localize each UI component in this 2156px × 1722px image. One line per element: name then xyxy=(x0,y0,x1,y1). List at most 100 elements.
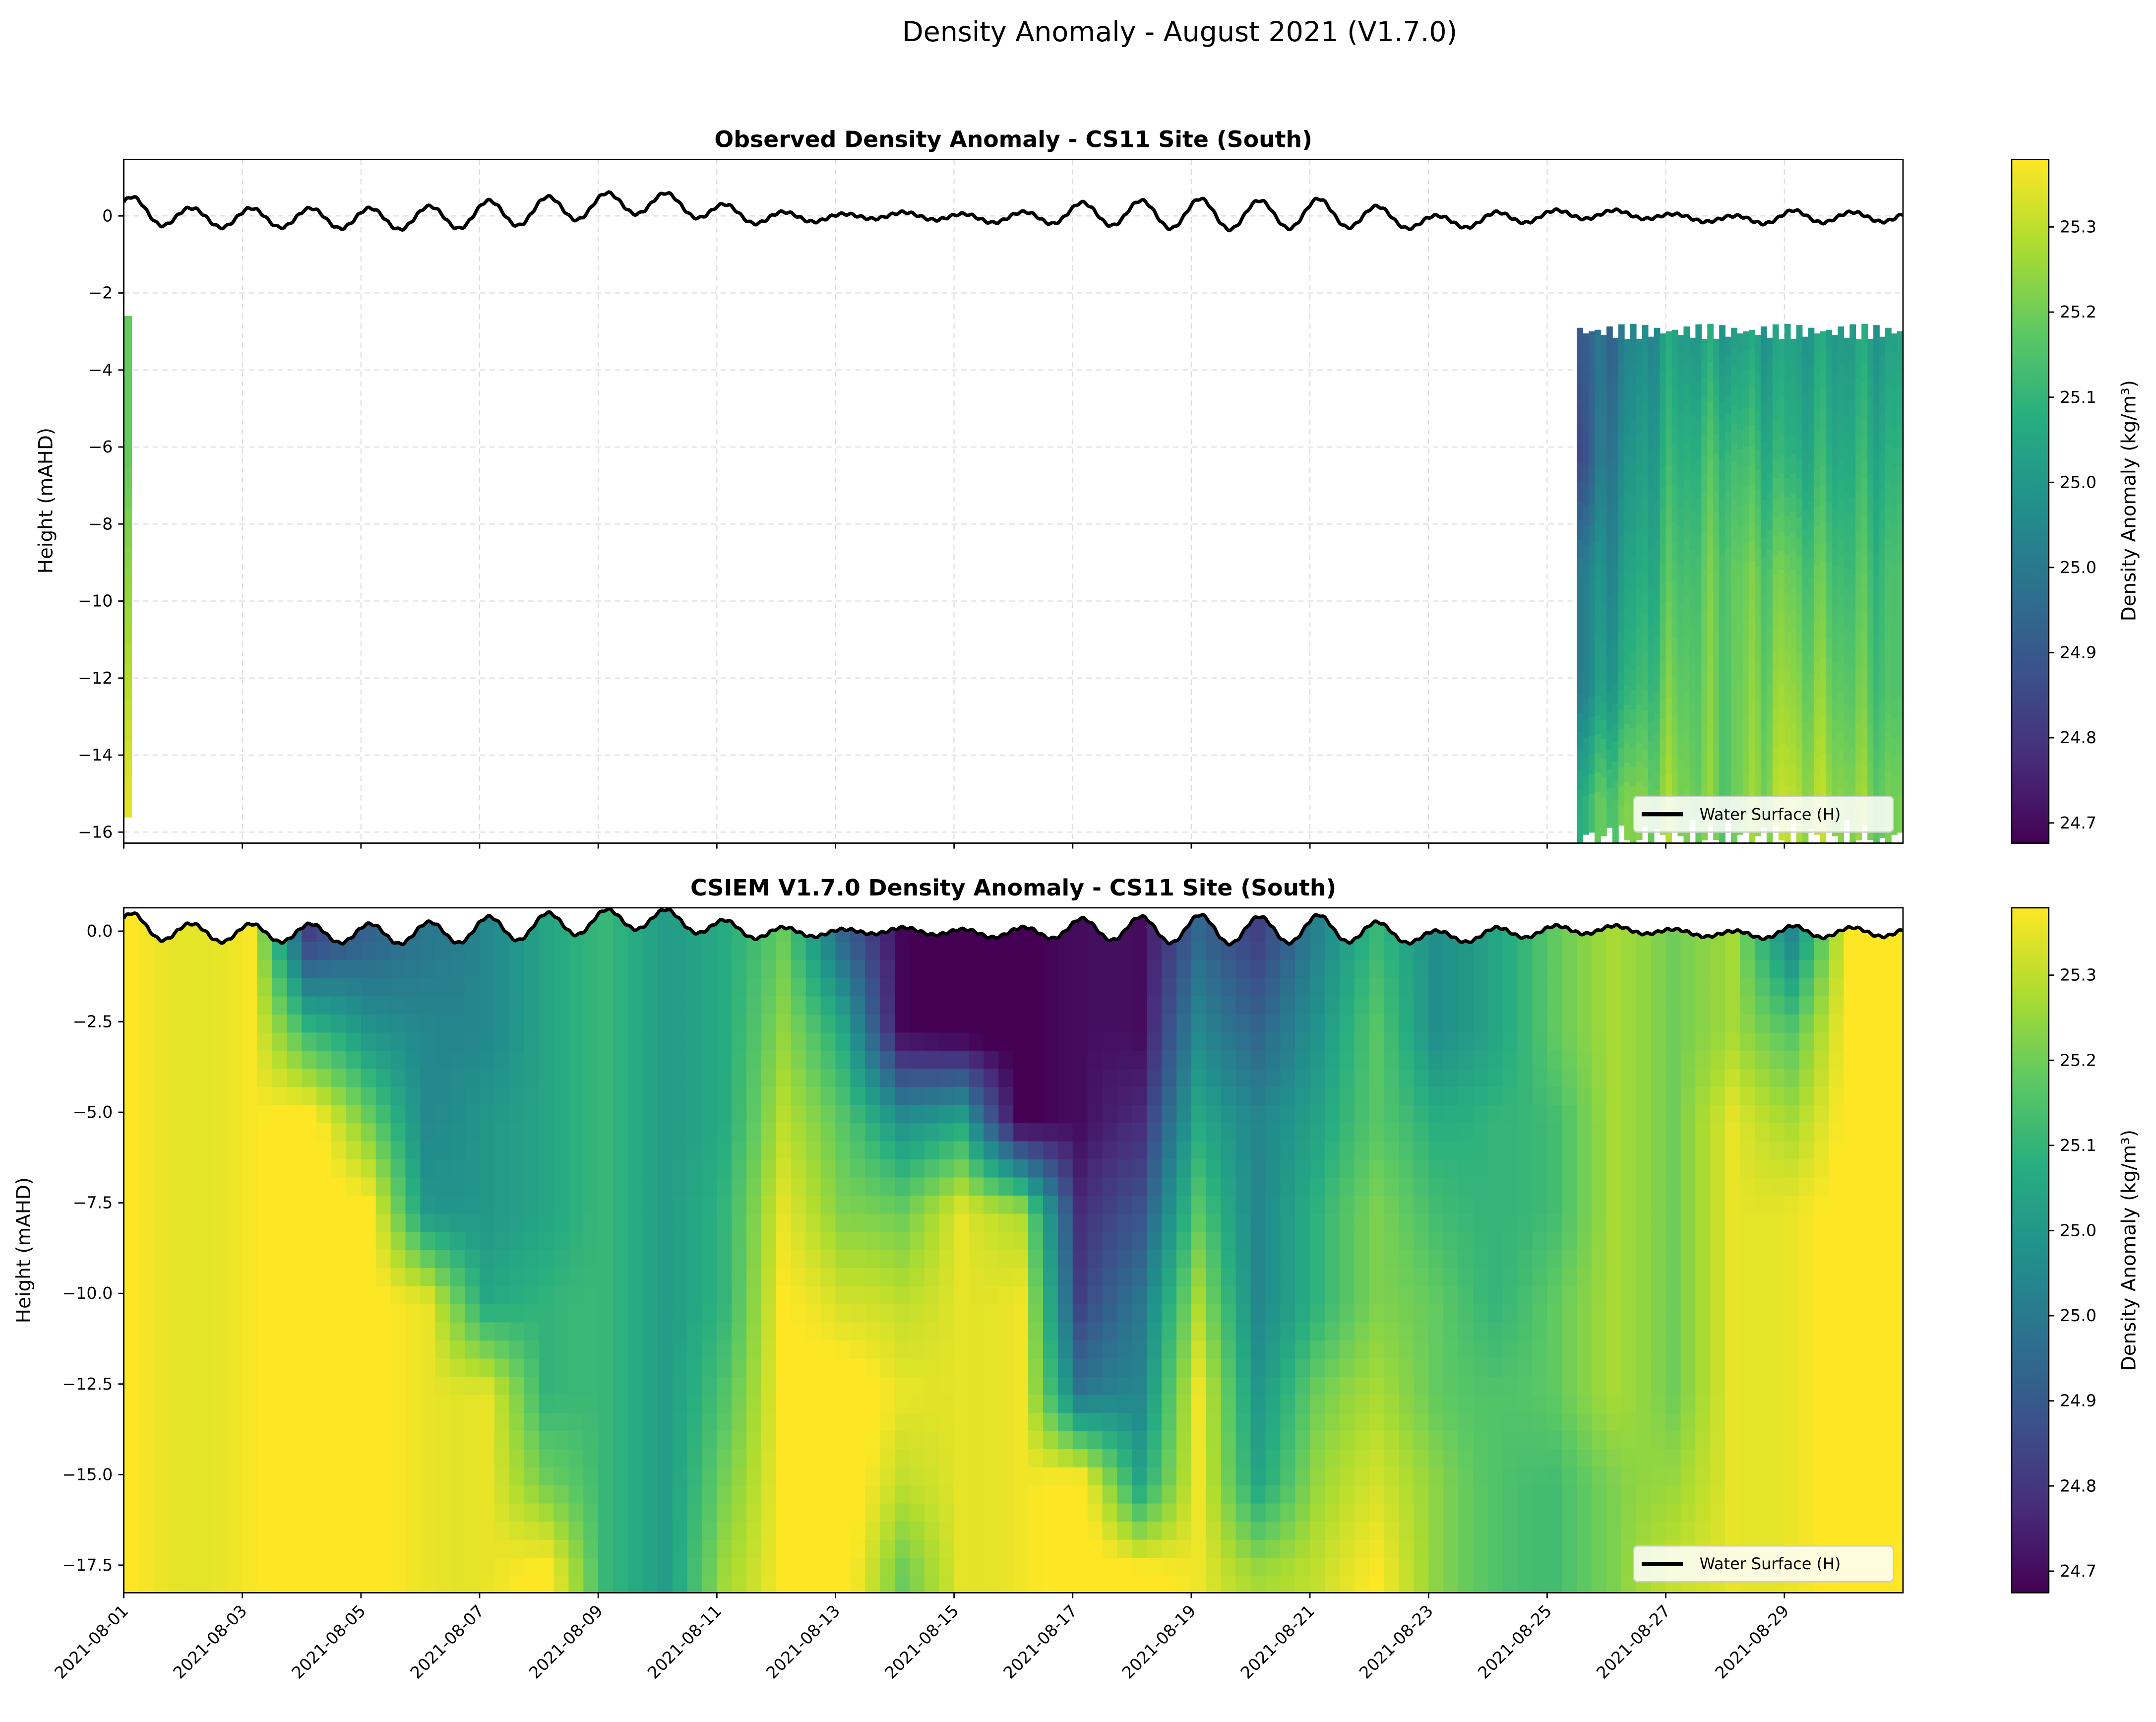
heatmap-cell xyxy=(746,1377,762,1396)
heatmap-cell xyxy=(761,1340,777,1360)
heatmap-cell xyxy=(1648,606,1655,627)
heatmap-cell xyxy=(1624,339,1631,359)
heatmap-cell xyxy=(1072,1485,1089,1505)
heatmap-cell xyxy=(1760,731,1767,751)
heatmap-cell xyxy=(1772,459,1779,479)
heatmap-cell xyxy=(242,1123,258,1142)
heatmap-cell xyxy=(1820,562,1827,582)
heatmap-cell xyxy=(1132,1014,1148,1033)
heatmap-cell xyxy=(1072,1522,1089,1541)
heatmap-cell xyxy=(1885,751,1892,771)
heatmap-cell xyxy=(1719,691,1725,711)
heatmap-cell xyxy=(642,1304,659,1324)
heatmap-cell xyxy=(1132,1485,1148,1505)
heatmap-cell xyxy=(1660,718,1666,739)
heatmap-cell xyxy=(257,1231,273,1251)
heatmap-cell xyxy=(1606,326,1613,347)
heatmap-cell xyxy=(1399,1377,1415,1396)
heatmap-cell xyxy=(791,1358,807,1378)
heatmap-cell xyxy=(761,1576,777,1593)
heatmap-cell xyxy=(1838,615,1845,636)
heatmap-cell xyxy=(1784,593,1791,614)
heatmap-cell xyxy=(969,1358,985,1378)
heatmap-cell xyxy=(1028,1594,1044,1613)
heatmap-cell xyxy=(1191,1576,1207,1593)
heatmap-cell xyxy=(1885,462,1892,483)
heatmap-cell xyxy=(568,1105,584,1124)
heatmap-cell xyxy=(1719,459,1725,480)
observed-panel-title: Observed Density Anomaly - CS11 Site (So… xyxy=(714,127,1312,153)
heatmap-cell xyxy=(1250,1014,1266,1033)
heatmap-cell xyxy=(717,1395,733,1414)
heatmap-cell xyxy=(1028,1014,1044,1033)
heatmap-cell xyxy=(153,1449,169,1468)
heatmap-cell xyxy=(1891,680,1898,701)
heatmap-cell xyxy=(1132,1159,1148,1178)
heatmap-cell xyxy=(1414,1250,1429,1269)
heatmap-cell xyxy=(331,960,347,979)
heatmap-cell xyxy=(1796,325,1803,345)
heatmap-cell xyxy=(375,1195,392,1214)
heatmap-cell xyxy=(1748,426,1755,446)
heatmap-cell xyxy=(1606,403,1613,424)
heatmap-cell xyxy=(361,1141,377,1160)
heatmap-cell xyxy=(1221,1014,1237,1033)
heatmap-cell xyxy=(1087,1141,1104,1160)
heatmap-cell xyxy=(568,1467,584,1486)
heatmap-cell xyxy=(1399,1558,1415,1577)
heatmap-cell xyxy=(1885,712,1892,733)
heatmap-cell xyxy=(1612,588,1619,608)
heatmap-cell xyxy=(1235,1413,1251,1432)
heatmap-cell xyxy=(1873,652,1880,673)
heatmap-cell xyxy=(850,1286,866,1305)
heatmap-cell xyxy=(1719,710,1725,730)
heatmap-cell xyxy=(1162,1413,1177,1432)
heatmap-cell xyxy=(138,1195,154,1214)
heatmap-cell xyxy=(880,1413,896,1432)
heatmap-cell xyxy=(1354,942,1370,961)
heatmap-cell xyxy=(1677,508,1684,528)
heatmap-cell xyxy=(805,942,821,961)
heatmap-cell xyxy=(880,1358,896,1378)
heatmap-cell xyxy=(1043,996,1059,1016)
heatmap-cell xyxy=(302,1358,317,1378)
heatmap-cell xyxy=(850,1413,866,1432)
heatmap-cell xyxy=(1677,527,1684,548)
heatmap-cell xyxy=(1176,1503,1192,1523)
heatmap-cell xyxy=(375,1576,392,1593)
heatmap-cell xyxy=(865,1395,881,1414)
heatmap-cell xyxy=(1221,1322,1237,1341)
heatmap-cell xyxy=(895,1123,911,1142)
heatmap-cell xyxy=(1295,1213,1311,1233)
heatmap-cell xyxy=(1731,674,1737,695)
heatmap-cell xyxy=(687,1503,703,1523)
heatmap-cell xyxy=(1601,527,1607,548)
heatmap-cell xyxy=(257,1467,273,1486)
heatmap-cell xyxy=(998,1050,1014,1070)
heatmap-cell xyxy=(1743,466,1749,486)
heatmap-cell xyxy=(1660,660,1666,681)
heatmap-cell xyxy=(465,1576,481,1593)
heatmap-cell xyxy=(1642,594,1649,615)
heatmap-cell xyxy=(539,1304,554,1324)
heatmap-cell xyxy=(331,1123,347,1142)
heatmap-cell xyxy=(1191,1069,1207,1088)
heatmap-cell xyxy=(1737,526,1743,546)
heatmap-cell xyxy=(1043,1286,1059,1305)
heatmap-cell xyxy=(361,1050,377,1070)
heatmap-cell xyxy=(1250,1032,1266,1052)
heatmap-cell xyxy=(598,1177,614,1197)
heatmap-cell xyxy=(494,1522,510,1541)
heatmap-cell xyxy=(1589,370,1595,390)
heatmap-cell xyxy=(805,1231,821,1251)
heatmap-cell xyxy=(1102,1213,1118,1233)
heatmap-cell xyxy=(465,1231,481,1251)
heatmap-cell xyxy=(1583,545,1589,566)
heatmap-cell xyxy=(1324,1431,1341,1450)
heatmap-cell xyxy=(1790,454,1797,474)
heatmap-cell xyxy=(420,1177,436,1197)
heatmap-cell xyxy=(1310,1231,1326,1251)
heatmap-cell xyxy=(850,996,866,1016)
heatmap-cell xyxy=(1324,1195,1341,1214)
heatmap-cell xyxy=(1250,1377,1266,1396)
